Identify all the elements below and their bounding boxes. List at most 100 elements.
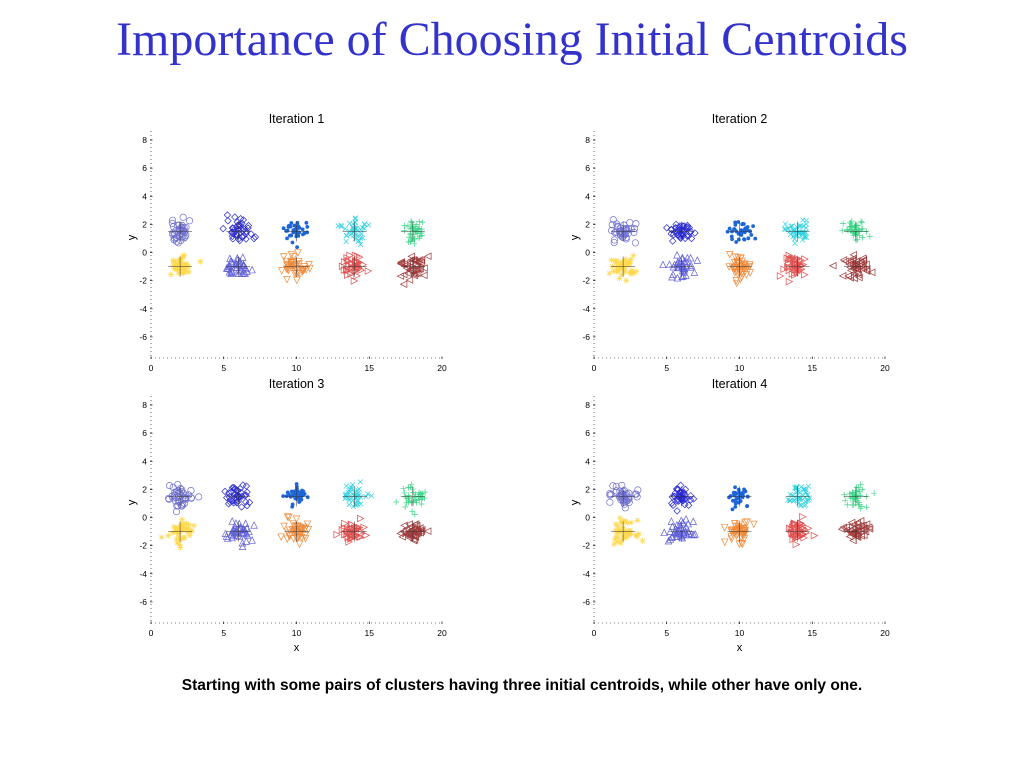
data-point [733,485,737,490]
data-point [729,234,734,239]
data-point [368,493,375,499]
data-point [846,266,855,275]
cluster-group [281,482,310,509]
data-point [294,482,299,486]
x-tick-label: 10 [292,628,302,638]
data-point [857,492,864,499]
data-point [195,493,203,501]
data-point [187,527,194,534]
data-point [785,259,793,267]
data-point [219,224,227,233]
data-point [622,531,629,538]
data-point [305,495,310,500]
data-point [408,218,415,225]
data-point [353,523,362,532]
data-point [857,260,866,269]
centroid-marker [843,521,868,542]
data-point [229,531,237,540]
data-point [182,260,189,267]
centroid-marker [669,521,694,542]
data-point [618,271,625,278]
data-point [185,524,192,531]
centroid-marker [226,221,251,242]
data-point [408,481,415,488]
data-point [343,233,350,239]
cluster-group [158,516,197,551]
data-point [617,263,624,270]
data-point [839,523,847,531]
cluster-group [277,513,313,549]
data-point [858,219,865,226]
centroid-marker [843,486,868,507]
data-point [295,525,303,534]
data-point [238,542,247,550]
data-point [355,523,364,532]
data-point [792,266,800,274]
data-point [614,523,621,530]
data-point [681,257,689,265]
data-point [406,495,413,502]
data-point [239,261,248,270]
x-tick-label: 5 [221,628,226,638]
data-point [617,496,625,504]
data-point [691,530,699,538]
data-point [803,225,809,231]
data-point [676,481,685,490]
data-point [668,272,676,281]
data-point [621,498,629,506]
data-point [340,524,349,532]
y-tick-label: 8 [142,135,147,145]
data-point [284,266,293,275]
y-tick-label: 6 [585,428,590,438]
data-point [613,220,621,228]
data-point [356,258,364,267]
data-point [751,224,755,228]
data-point [735,524,743,533]
data-point [248,265,256,274]
data-point [416,218,423,225]
data-point [289,221,294,225]
centroid-marker [284,256,309,277]
data-point [410,231,417,238]
data-point [682,522,690,531]
data-point [618,229,626,237]
data-point [399,280,408,288]
data-point [352,219,358,225]
cluster-group [277,249,314,285]
data-point [687,261,695,269]
data-point [628,519,635,526]
data-point [614,268,621,275]
cluster-group [611,514,646,548]
data-point [857,524,865,532]
data-point [244,224,252,232]
data-point [733,222,738,227]
x-tick-label: 10 [292,363,302,373]
data-point [782,221,789,227]
data-point [674,495,682,503]
data-point [347,270,356,278]
data-point [753,236,758,241]
x-tick-label: 5 [664,363,669,373]
data-point [678,533,687,542]
data-point [355,238,362,244]
data-point [176,537,183,544]
data-point [849,490,856,497]
data-point [171,235,179,243]
data-point [619,233,627,241]
data-point [737,273,746,282]
data-point [612,482,620,490]
y-tick-label: 2 [585,484,590,494]
data-point [343,238,349,245]
data-point [857,505,864,512]
data-point [858,226,865,233]
data-point [241,492,249,500]
data-point [158,534,165,541]
data-point [295,489,300,494]
data-point [622,224,630,233]
data-point [622,517,629,524]
data-point [411,494,418,501]
data-point [343,253,352,262]
data-point [235,493,244,501]
data-point [346,502,352,508]
